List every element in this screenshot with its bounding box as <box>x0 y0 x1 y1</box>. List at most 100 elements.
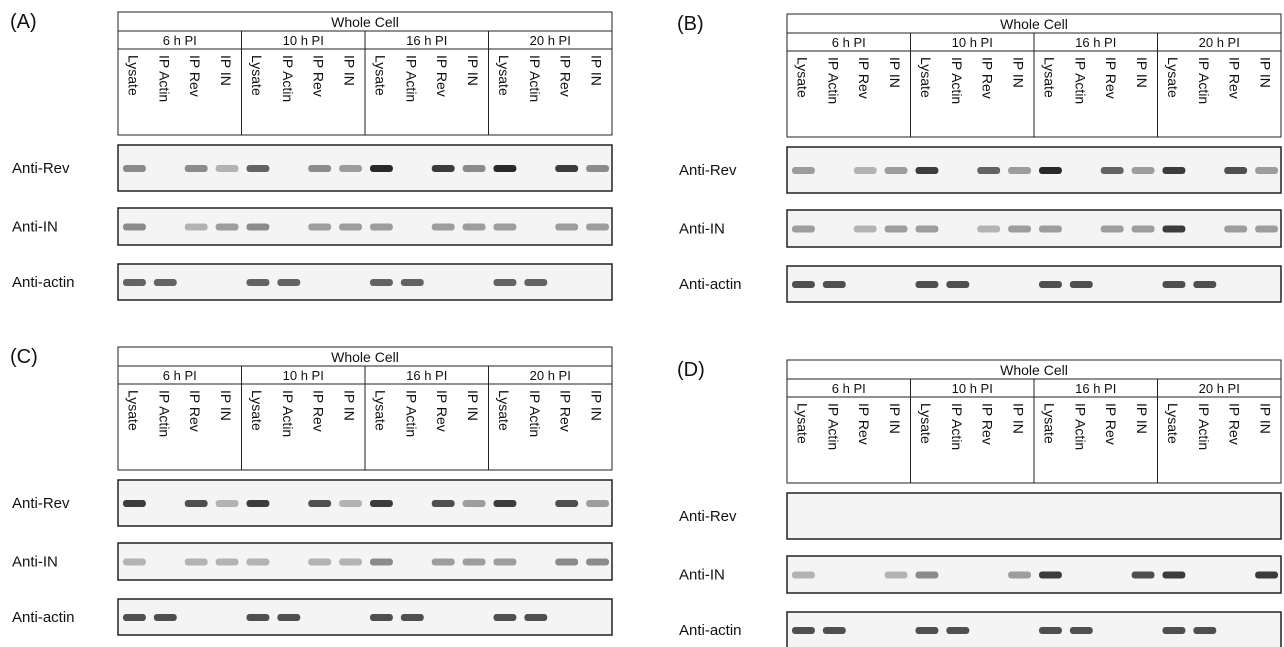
band <box>493 223 517 231</box>
lane-label: IP IN <box>1134 57 1150 88</box>
band <box>524 614 548 621</box>
row-label: Anti-actin <box>679 622 742 639</box>
band <box>586 165 609 172</box>
lane-label: IP Rev <box>1103 57 1119 99</box>
band <box>370 614 393 621</box>
panel-label: (A) <box>10 11 37 33</box>
lane-label: Lysate <box>372 390 388 431</box>
band <box>277 279 301 286</box>
row-label: Anti-IN <box>12 554 58 571</box>
band <box>1100 167 1124 174</box>
lane-label: IP IN <box>218 55 234 86</box>
band <box>555 500 579 507</box>
band <box>586 223 609 231</box>
row-label: Anti-Rev <box>679 508 737 525</box>
lane-label: IP IN <box>1134 403 1150 434</box>
band <box>1255 225 1278 233</box>
lane-label: IP Rev <box>311 390 327 432</box>
blot <box>117 207 613 246</box>
band <box>555 165 579 172</box>
panel-label: (D) <box>677 359 705 381</box>
band <box>1255 167 1278 174</box>
lane-label: IP Rev <box>980 403 996 445</box>
band <box>370 558 393 566</box>
timepoint: 6 h PI <box>163 33 197 48</box>
band <box>1008 167 1031 174</box>
band <box>915 167 939 174</box>
lane-label: IP Actin <box>527 55 543 102</box>
band <box>246 558 270 566</box>
timepoint: 20 h PI <box>1199 35 1240 50</box>
lane-label: IP Rev <box>856 57 872 99</box>
band <box>246 279 270 286</box>
panel-label: (C) <box>10 346 38 368</box>
lane-label: IP Actin <box>280 390 296 437</box>
band <box>1131 571 1155 579</box>
lane-label: Lysate <box>1041 403 1057 444</box>
band <box>246 223 270 231</box>
lane-label: IP Rev <box>1227 57 1243 99</box>
lane-label: IP Rev <box>856 403 872 445</box>
band <box>184 500 208 507</box>
lane-label: IP IN <box>887 403 903 434</box>
band <box>123 279 146 286</box>
band <box>977 225 1001 233</box>
band <box>123 500 146 507</box>
band <box>792 281 815 288</box>
band <box>462 223 486 231</box>
lane-label: IP Actin <box>403 390 419 437</box>
band <box>1224 167 1248 174</box>
timepoint: 6 h PI <box>832 35 866 50</box>
lane-label: Lysate <box>125 55 141 96</box>
band <box>977 167 1001 174</box>
band <box>370 223 393 231</box>
lane-label: IP Rev <box>980 57 996 99</box>
lane-label: Lysate <box>918 403 934 444</box>
band <box>1100 225 1124 233</box>
row-label: Anti-actin <box>12 609 75 626</box>
band <box>1008 225 1031 233</box>
band <box>400 614 424 621</box>
lane-label: IP Actin <box>1072 57 1088 104</box>
band <box>370 500 393 507</box>
band <box>493 500 517 507</box>
band <box>1224 225 1248 233</box>
blot <box>786 492 1282 540</box>
header-title: Whole Cell <box>331 349 399 365</box>
band <box>462 558 486 566</box>
band <box>153 614 177 621</box>
lane-label: Lysate <box>1041 57 1057 98</box>
timepoint: 6 h PI <box>832 381 866 396</box>
band <box>1162 281 1186 288</box>
row-label: Anti-Rev <box>12 160 70 177</box>
band <box>246 500 270 507</box>
lane-label: Lysate <box>1165 57 1181 98</box>
band <box>946 627 970 634</box>
timepoint: 20 h PI <box>530 368 571 383</box>
band <box>792 225 815 233</box>
band <box>884 225 908 233</box>
band <box>308 500 332 507</box>
band <box>792 167 815 174</box>
lane-label: Lysate <box>372 55 388 96</box>
band <box>1193 627 1217 634</box>
band <box>123 614 146 621</box>
row-label: Anti-actin <box>679 276 742 293</box>
band <box>370 165 393 172</box>
blot <box>117 542 613 581</box>
lane-label: IP IN <box>887 57 903 88</box>
band <box>246 614 270 621</box>
band <box>1162 571 1186 579</box>
lane-label: Lysate <box>794 403 810 444</box>
lane-label: IP Actin <box>403 55 419 102</box>
band <box>431 223 455 231</box>
band <box>493 165 517 172</box>
row-label: Anti-IN <box>679 221 725 238</box>
lane-label: IP Rev <box>187 55 203 97</box>
band <box>524 279 548 286</box>
lane-label: Lysate <box>496 55 512 96</box>
band <box>123 558 146 566</box>
lane-label: IP IN <box>218 390 234 421</box>
lane-label: IP Actin <box>156 390 172 437</box>
